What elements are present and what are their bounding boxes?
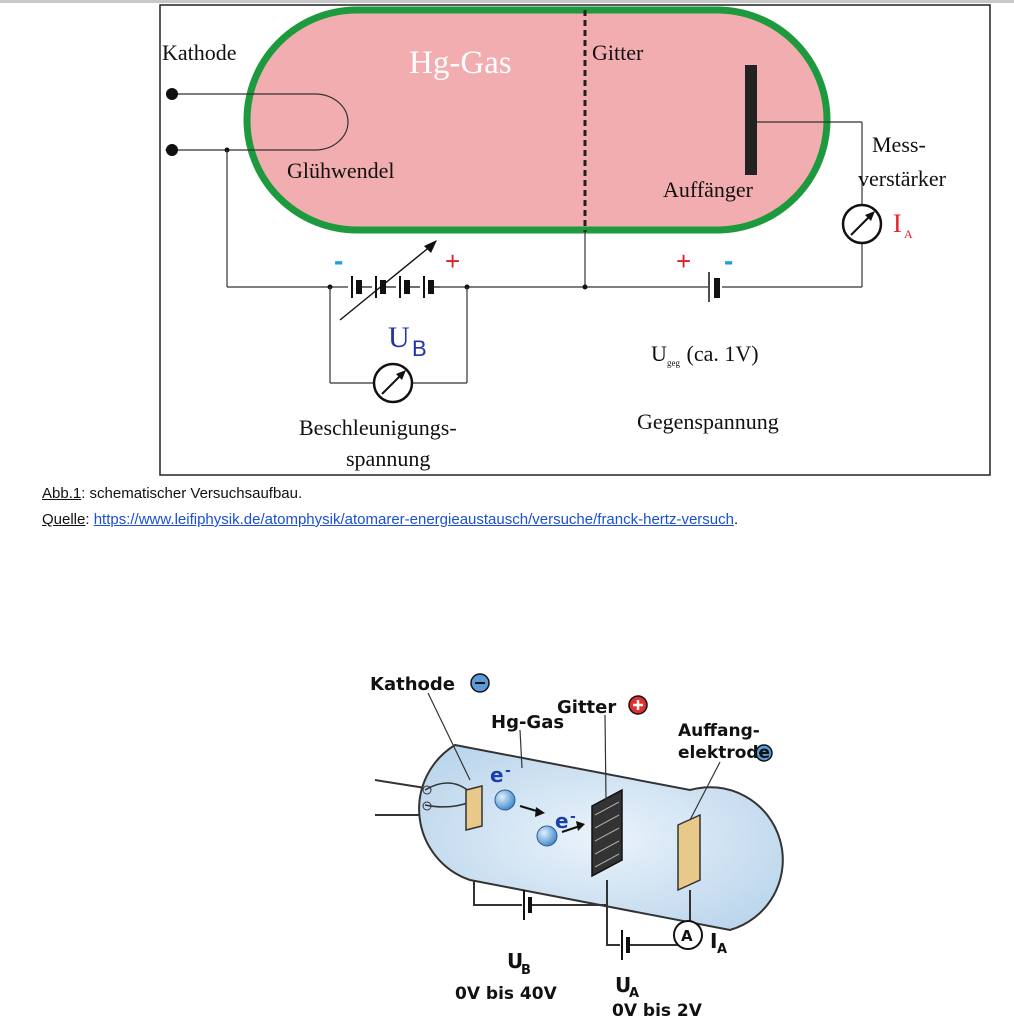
gitter-label: Gitter [592,40,644,65]
ammeter-icon-2 [673,920,703,950]
battery-ugeg [708,272,720,302]
ub-sub: B [412,336,427,361]
ub-plus: + [445,246,460,276]
ammeter-icon [841,203,883,245]
figure-caption: Abb.1: schematischer Versuchsaufbau. [42,485,302,502]
abb-text: : schematischer Versuchsaufbau. [81,485,303,502]
ua-range: 0V bis 2V [612,1001,703,1021]
source-link[interactable]: https://www.leifiphysik.de/atomphysik/at… [93,511,734,528]
gluehwendel-label: Glühwendel [287,158,395,183]
schematic-diagram: Kathode Hg-Gas Gitter Mess- verstärker G… [159,4,991,476]
beschl-label-1: Beschleunigungs- [299,415,457,440]
grid-plate [591,788,623,878]
gegenspannung-label: Gegenspannung [637,409,779,434]
filament-wire [172,93,349,151]
ugeg-plus: + [676,246,691,276]
ub-minus: - [334,245,343,276]
cathode-plate [465,785,483,831]
abb-label: Abb.1 [42,485,82,502]
ia-sub: A [904,227,913,241]
ua-label-2: U [615,973,631,997]
quelle-label: Quelle [42,511,86,528]
ub-label: U [388,321,410,354]
ia-label-2: I [710,929,717,953]
electron-icon-1 [494,789,516,811]
collector-plate [745,65,757,175]
voltmeter-icon [372,362,414,404]
electron-label-1: e [490,763,504,787]
messverstaerker-label-1: Mess- [872,132,926,157]
svg-text:A: A [629,986,639,1001]
gitter-label-2: Gitter [557,697,616,718]
auffaenger-label: Auffänger [663,177,754,202]
source-line: Quelle: https://www.leifiphysik.de/atomp… [42,511,739,528]
electron-label-2: e [555,809,569,833]
ugeg-minus: - [724,245,733,276]
hg-gas-label: Hg-Gas [409,45,512,81]
ugeg-note: (ca. 1V) [681,341,759,366]
hg-gas-label-2: Hg-Gas [491,712,564,733]
terminal-1 [166,88,178,100]
svg-text:-: - [570,809,576,825]
ub-range: 0V bis 40V [455,984,558,1004]
kathode-label-2: Kathode [370,674,455,695]
kathode-label: Kathode [162,40,237,65]
ub-label-2: U [507,949,523,973]
ugeg-sub: geg [667,358,680,368]
svg-text:B: B [521,963,531,978]
ammeter-label: A [681,927,693,945]
auffang-label-1: Auffang- [678,721,760,741]
collector-electrode [677,813,701,892]
messverstaerker-label-2: verstärker [858,166,947,191]
svg-text:A: A [717,942,727,957]
ugeg-label: U [651,341,667,366]
ia-label: I [893,209,902,238]
battery-ub [339,240,440,321]
quelle-sep: : [85,511,94,528]
svg-text:-: - [505,763,511,779]
electron-icon-2 [536,825,558,847]
auffang-label-2: elektrode [678,743,770,763]
top-border [0,0,1014,3]
gas-tube [243,6,831,234]
beschl-label-2: spannung [346,446,430,471]
